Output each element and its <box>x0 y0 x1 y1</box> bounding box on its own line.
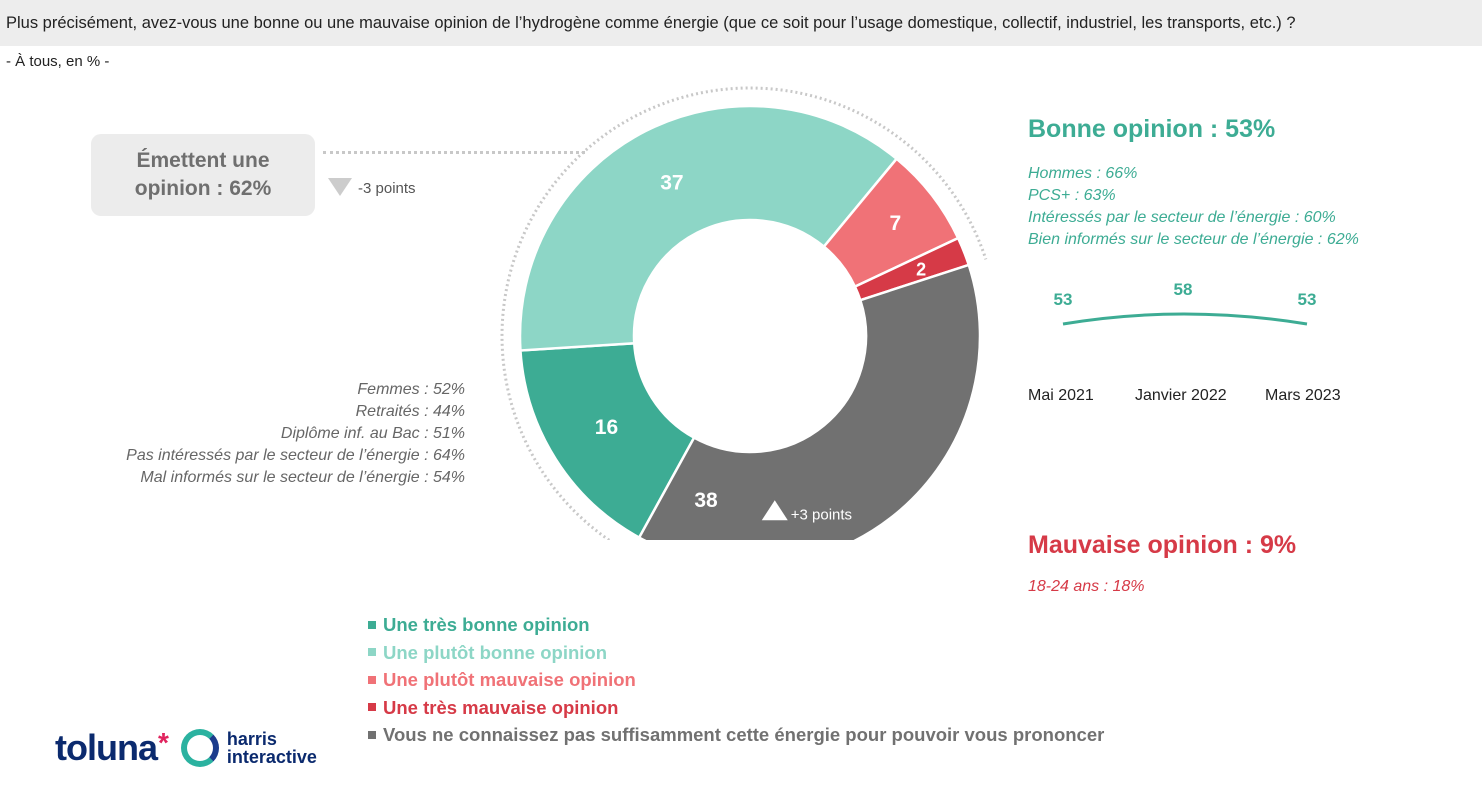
harris-line2: interactive <box>226 747 317 767</box>
callout-connector <box>323 151 585 154</box>
donut-data-label: 2 <box>916 259 926 279</box>
breakdown-item: Bien informés sur le secteur de l’énergi… <box>1028 231 1359 248</box>
trend-chart: 53 58 53 <box>1054 280 1317 326</box>
harris-line1: harris <box>226 729 277 749</box>
breakdown-item: Mal informés sur le secteur de l’énergie… <box>140 469 465 486</box>
callout-delta: -3 points <box>358 180 416 197</box>
bonne-opinion-breakdown: Hommes : 66% PCS+ : 63% Intéressés par l… <box>1028 163 1359 251</box>
donut-data-label: 7 <box>890 212 902 235</box>
harris-wordmark: harris interactive <box>227 730 317 766</box>
legend-label: Vous ne connaissez pas suffisamment cett… <box>383 724 1105 745</box>
donut-slice <box>637 263 982 540</box>
legend-swatch <box>368 620 376 629</box>
legend-item: Une très bonne opinion <box>368 611 1104 639</box>
mauvaise-opinion-breakdown: 18-24 ans : 18% <box>1028 578 1145 595</box>
delta-annotation: +3 points <box>761 500 852 523</box>
legend-item: Une très mauvaise opinion <box>368 694 1104 722</box>
chart-legend: Une très bonne opinion Une plutôt bonne … <box>368 611 1104 749</box>
breakdown-item: Intéressés par le secteur de l’énergie :… <box>1028 209 1336 226</box>
trend-line <box>1062 312 1308 326</box>
trend-value: 53 <box>1298 290 1317 309</box>
donut-chart: 16 37 7 2 38 +3 points <box>500 86 988 540</box>
trend-value: 53 <box>1054 290 1073 309</box>
donut-data-label: 16 <box>595 416 618 439</box>
down-arrow-icon <box>328 178 352 196</box>
toluna-wordmark: toluna <box>55 727 158 768</box>
star-icon: * <box>157 727 169 758</box>
trend-label: Janvier 2022 <box>1135 387 1227 404</box>
legend-item: Vous ne connaissez pas suffisamment cett… <box>368 721 1104 749</box>
up-arrow-icon <box>761 500 788 521</box>
callout-text: Émettent une opinion : 62% <box>134 149 272 200</box>
legend-label: Une plutôt bonne opinion <box>383 641 608 663</box>
donut-data-label: 37 <box>660 172 683 195</box>
donut-data-labels: 16 37 7 2 38 <box>595 172 926 512</box>
legend-swatch <box>368 648 376 657</box>
legend-label: Une très bonne opinion <box>383 614 590 635</box>
legend-item: Une plutôt mauvaise opinion <box>368 666 1104 694</box>
donut-slice <box>519 341 696 540</box>
legend-swatch <box>368 703 376 712</box>
breakdown-item: Pas intéressés par le secteur de l’énerg… <box>126 447 465 464</box>
bonne-opinion-title: Bonne opinion : 53% <box>1028 115 1276 143</box>
breakdown-item: Hommes : 66% <box>1028 165 1138 182</box>
harris-ring-icon <box>180 729 219 767</box>
question-header: Plus précisément, avez-vous une bonne ou… <box>0 0 1482 46</box>
no-opinion-breakdown: Femmes : 52% Retraités : 44% Diplôme inf… <box>126 379 465 489</box>
annotation-text: +3 points <box>791 506 852 523</box>
legend-swatch <box>368 730 376 739</box>
breakdown-item: PCS+ : 63% <box>1028 187 1116 204</box>
mauvaise-opinion-title: Mauvaise opinion : 9% <box>1028 531 1297 559</box>
donut-slice <box>518 104 899 352</box>
donut-data-label: 38 <box>694 489 718 512</box>
opinion-callout: Émettent une opinion : 62% <box>91 134 315 216</box>
breakdown-item: Diplôme inf. au Bac : 51% <box>280 425 465 442</box>
legend-label: Une plutôt mauvaise opinion <box>383 669 636 690</box>
donut-slices <box>518 104 982 540</box>
legend-item: Une plutôt bonne opinion <box>368 639 1104 667</box>
legend-swatch <box>368 675 376 684</box>
trend-label: Mai 2021 <box>1028 387 1094 404</box>
trend-value: 58 <box>1174 280 1193 299</box>
toluna-harris-logo: toluna * harris interactive <box>55 727 317 769</box>
breakdown-item: Retraités : 44% <box>355 403 465 420</box>
breakdown-item: Femmes : 52% <box>357 381 465 398</box>
base-note: - À tous, en % - <box>6 53 110 70</box>
trend-label: Mars 2023 <box>1265 387 1341 404</box>
legend-label: Une très mauvaise opinion <box>383 696 619 718</box>
